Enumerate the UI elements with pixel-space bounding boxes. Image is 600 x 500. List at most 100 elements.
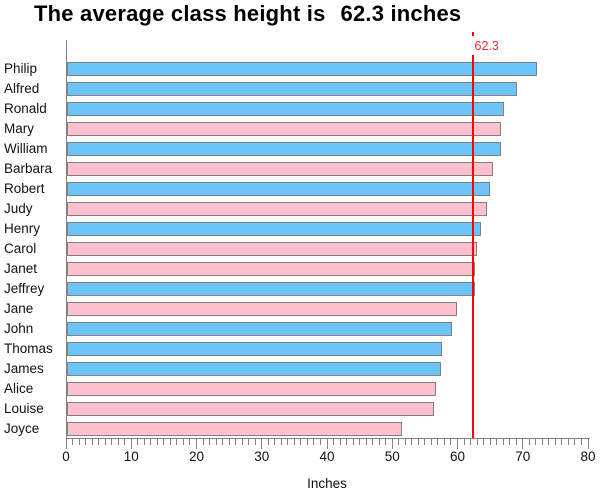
x-axis-tick-label-10: 10 [123, 449, 139, 464]
x-axis-minor-tick [502, 439, 504, 445]
category-label-carol: Carol [4, 241, 37, 256]
x-axis-tick-label-0: 0 [62, 449, 70, 464]
x-axis-minor-tick [430, 439, 432, 445]
x-axis-major-tick [391, 439, 393, 449]
x-axis-tick-label-20: 20 [188, 449, 205, 464]
x-axis-minor-tick [176, 439, 178, 445]
x-axis-major-tick [261, 439, 263, 449]
x-axis-minor-tick [72, 439, 74, 445]
x-axis-minor-tick [235, 439, 237, 445]
x-axis-title: Inches [307, 476, 347, 491]
x-axis-minor-tick [124, 439, 126, 445]
x-axis-minor-tick [163, 439, 165, 445]
x-axis-minor-tick [293, 439, 295, 445]
x-axis-minor-tick [489, 439, 491, 445]
x-axis-minor-tick [411, 439, 413, 445]
x-axis-minor-tick [509, 439, 511, 445]
bar-thomas [67, 341, 443, 356]
x-axis-minor-tick [339, 439, 341, 445]
category-label-jane: Jane [4, 301, 34, 316]
bar-alice [67, 381, 436, 396]
x-axis-minor-tick [222, 439, 224, 445]
x-axis-minor-tick [359, 439, 361, 445]
category-label-james: James [4, 361, 44, 376]
x-axis-minor-tick [143, 439, 145, 445]
x-axis-minor-tick [215, 439, 217, 445]
bar-jane [67, 301, 458, 316]
category-label-philip: Philip [4, 61, 38, 76]
reference-line-label: 62.3 [473, 39, 500, 53]
bar-carol [67, 241, 477, 256]
x-axis-major-tick [196, 439, 197, 449]
x-axis-major-tick [522, 439, 524, 449]
x-axis-minor-tick [365, 439, 367, 445]
reference-line [471, 55, 474, 438]
x-axis-minor-tick [535, 439, 537, 445]
plot-area [66, 40, 590, 439]
x-axis-minor-tick [515, 439, 517, 445]
x-axis-minor-tick [274, 439, 276, 445]
x-axis-minor-tick [209, 439, 211, 445]
bar-jeffrey [67, 281, 475, 296]
category-label-janet: Janet [4, 261, 38, 276]
chart-title: The average class height is 62.3 inches [34, 1, 461, 27]
x-axis-minor-tick [182, 439, 184, 445]
category-label-jeffrey: Jeffrey [4, 281, 45, 296]
x-axis-minor-tick [241, 439, 243, 445]
reference-line-top-tick [471, 32, 474, 36]
bar-robert [67, 181, 490, 196]
x-axis-minor-tick [313, 439, 315, 445]
x-axis-minor-tick [248, 439, 250, 445]
x-axis-minor-tick [91, 439, 93, 445]
x-axis-minor-tick [398, 439, 400, 445]
category-label-thomas: Thomas [4, 341, 53, 356]
x-axis-minor-tick [574, 439, 576, 445]
bar-henry [67, 221, 482, 236]
x-axis-tick-label-30: 30 [254, 449, 270, 464]
category-label-robert: Robert [4, 181, 45, 196]
bar-philip [67, 61, 537, 76]
bar-louise [67, 401, 435, 416]
x-axis-minor-tick [554, 439, 556, 445]
x-axis-minor-tick [378, 439, 380, 445]
x-axis-minor-tick [443, 439, 445, 445]
x-axis-minor-tick [104, 439, 106, 445]
bar-ronald [67, 101, 505, 116]
category-label-barbara: Barbara [4, 161, 53, 176]
x-axis-minor-tick [117, 439, 119, 445]
x-axis-minor-tick [78, 439, 80, 445]
x-axis-major-tick [130, 439, 132, 449]
x-axis-minor-tick [111, 439, 113, 445]
category-label-alice: Alice [4, 381, 34, 396]
category-label-william: William [4, 141, 48, 156]
x-axis-minor-tick [470, 439, 472, 445]
x-axis-tick-label-70: 70 [515, 449, 531, 464]
x-axis-minor-tick [202, 439, 204, 445]
x-axis-minor-tick [287, 439, 289, 445]
category-label-judy: Judy [4, 201, 33, 216]
x-axis-minor-tick [254, 439, 256, 445]
x-axis-minor-tick [450, 439, 452, 445]
bar-joyce [67, 421, 402, 436]
x-axis-minor-tick [437, 439, 439, 445]
x-axis-minor-tick [280, 439, 282, 445]
x-axis-minor-tick [548, 439, 550, 445]
x-axis-minor-tick [156, 439, 158, 445]
category-label-ronald: Ronald [4, 101, 47, 116]
bar-william [67, 141, 501, 156]
x-axis-minor-tick [267, 439, 269, 445]
x-axis-minor-tick [404, 439, 406, 445]
x-axis-minor-tick [137, 439, 139, 445]
x-axis-major-tick [326, 439, 328, 449]
x-axis-minor-tick [372, 439, 374, 445]
bar-barbara [67, 161, 494, 176]
x-axis-minor-tick [417, 439, 419, 445]
x-axis-minor-tick [300, 439, 302, 445]
bar-john [67, 321, 452, 336]
category-label-henry: Henry [4, 221, 41, 236]
bar-mary [67, 121, 501, 136]
x-axis-tick-label-50: 50 [384, 449, 400, 464]
x-axis-major-tick [587, 439, 589, 449]
x-axis-minor-tick [567, 439, 569, 445]
